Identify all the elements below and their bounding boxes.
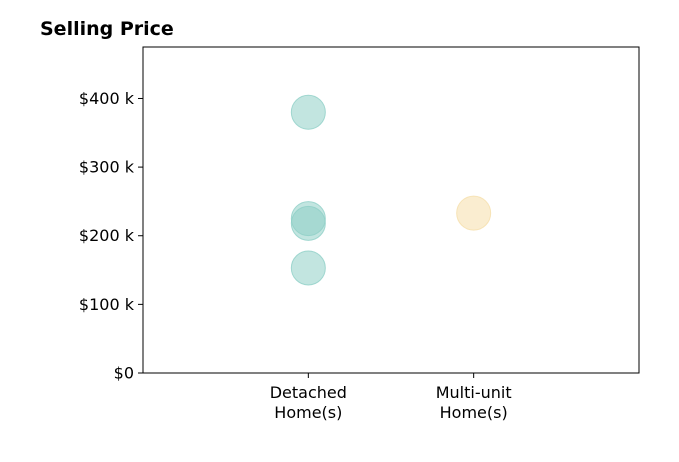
plot-area-frame bbox=[142, 46, 640, 374]
y-tick-label: $300 k bbox=[79, 158, 135, 177]
x-tick-label-line: Home(s) bbox=[274, 403, 342, 422]
data-points bbox=[290, 94, 492, 286]
y-tick-label: $100 k bbox=[79, 295, 135, 314]
x-tick-label-line: Home(s) bbox=[440, 403, 508, 422]
data-point bbox=[456, 195, 492, 231]
x-tick-label-line: Detached bbox=[270, 383, 347, 402]
y-tick-label: $200 k bbox=[79, 226, 135, 245]
x-tick-label: Multi-unit Home(s) bbox=[436, 383, 512, 422]
data-point bbox=[290, 94, 326, 130]
x-axis: Detached Home(s)Multi-unit Home(s) bbox=[270, 373, 512, 422]
y-axis: $0 $100 k $200 k $300 k $400 k bbox=[79, 89, 143, 383]
chart-title: Selling Price bbox=[40, 18, 174, 40]
x-tick-label: Detached Home(s) bbox=[270, 383, 347, 422]
data-point bbox=[290, 250, 326, 286]
y-tick-label: $400 k bbox=[79, 89, 135, 108]
y-tick-label: $0 bbox=[114, 364, 134, 383]
x-tick-label-line: Multi-unit bbox=[436, 383, 512, 402]
data-point bbox=[290, 205, 326, 241]
